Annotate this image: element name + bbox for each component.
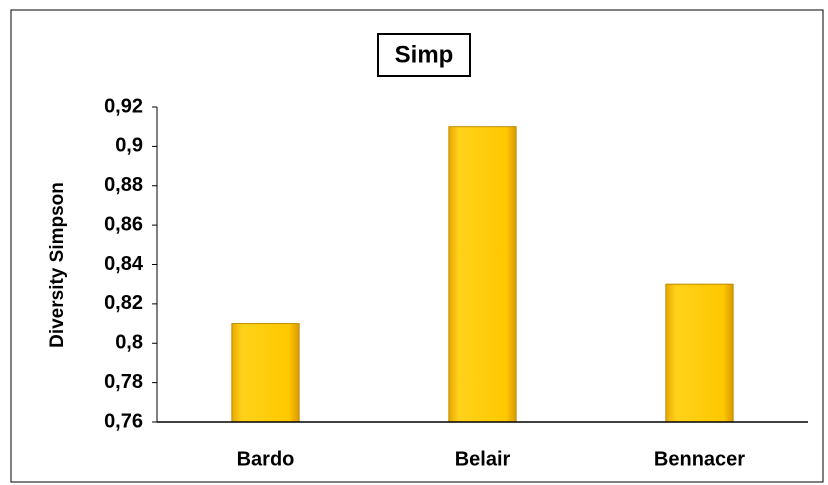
bar (448, 126, 517, 423)
y-tick-label: 0,82 (104, 292, 143, 314)
y-tick-label: 0,78 (104, 371, 143, 393)
x-tick-label: Bardo (237, 448, 295, 470)
y-tick-label: 0,9 (115, 135, 143, 157)
x-tick-label: Bennacer (654, 448, 745, 470)
chart-border (10, 9, 824, 483)
x-tick-label: Belair (455, 448, 511, 470)
bar (665, 283, 734, 423)
y-tick-label: 0,84 (104, 253, 144, 275)
y-tick-label: 0,92 (104, 95, 143, 117)
y-tick-label: 0,76 (104, 410, 143, 432)
y-tick-label: 0,88 (104, 174, 143, 196)
title-box (377, 33, 471, 77)
y-axis-label: Diversity Simpson (47, 182, 68, 348)
chart-title: Simp (395, 41, 454, 68)
y-tick-label: 0,8 (115, 332, 143, 354)
y-tick-label: 0,86 (104, 213, 143, 235)
bar (231, 323, 300, 423)
